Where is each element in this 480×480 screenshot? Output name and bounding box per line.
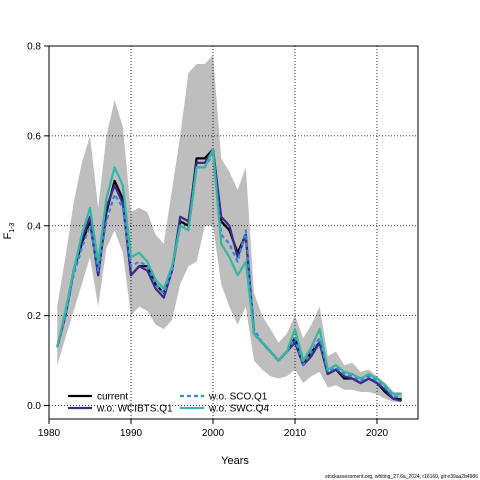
x-axis: 1980 1990 2000 2010 2020 bbox=[38, 419, 389, 439]
series-line bbox=[56, 148, 402, 403]
y-axis-title: F1-3 bbox=[2, 222, 16, 239]
x-axis-title: Years bbox=[221, 455, 249, 467]
series-line bbox=[56, 148, 402, 401]
legend-label: current bbox=[97, 392, 128, 403]
y-tick-label: 0.2 bbox=[27, 311, 41, 322]
y-tick-label: 0.8 bbox=[27, 42, 41, 53]
x-tick-label: 2010 bbox=[284, 428, 307, 439]
series-line bbox=[56, 152, 402, 399]
legend-label: w.o. SWC.Q4 bbox=[208, 404, 269, 415]
x-tick-label: 2000 bbox=[202, 428, 225, 439]
legend-label: w.o. SCO.Q1 bbox=[208, 392, 268, 403]
y-axis: 0.0 0.2 0.4 0.6 0.8 bbox=[27, 42, 49, 412]
x-tick-label: 1980 bbox=[38, 428, 61, 439]
y-axis-title-main: F bbox=[2, 232, 14, 239]
y-axis-title-subscript: 1-3 bbox=[9, 222, 16, 232]
series-layer bbox=[56, 148, 402, 403]
x-tick-label: 1990 bbox=[120, 428, 143, 439]
legend-label: w.o. WCIBTS.Q1 bbox=[96, 404, 173, 415]
plot-frame bbox=[48, 45, 419, 420]
series-line bbox=[56, 148, 402, 396]
y-tick-label: 0.6 bbox=[27, 131, 41, 142]
y-tick-label: 0.4 bbox=[27, 221, 41, 232]
x-tick-label: 2020 bbox=[366, 428, 389, 439]
y-tick-label: 0.0 bbox=[27, 401, 41, 412]
footnote: stockassessment.org, whiting_27.6a_2024,… bbox=[325, 474, 478, 480]
svg-text:F1-3: F1-3 bbox=[2, 222, 16, 239]
